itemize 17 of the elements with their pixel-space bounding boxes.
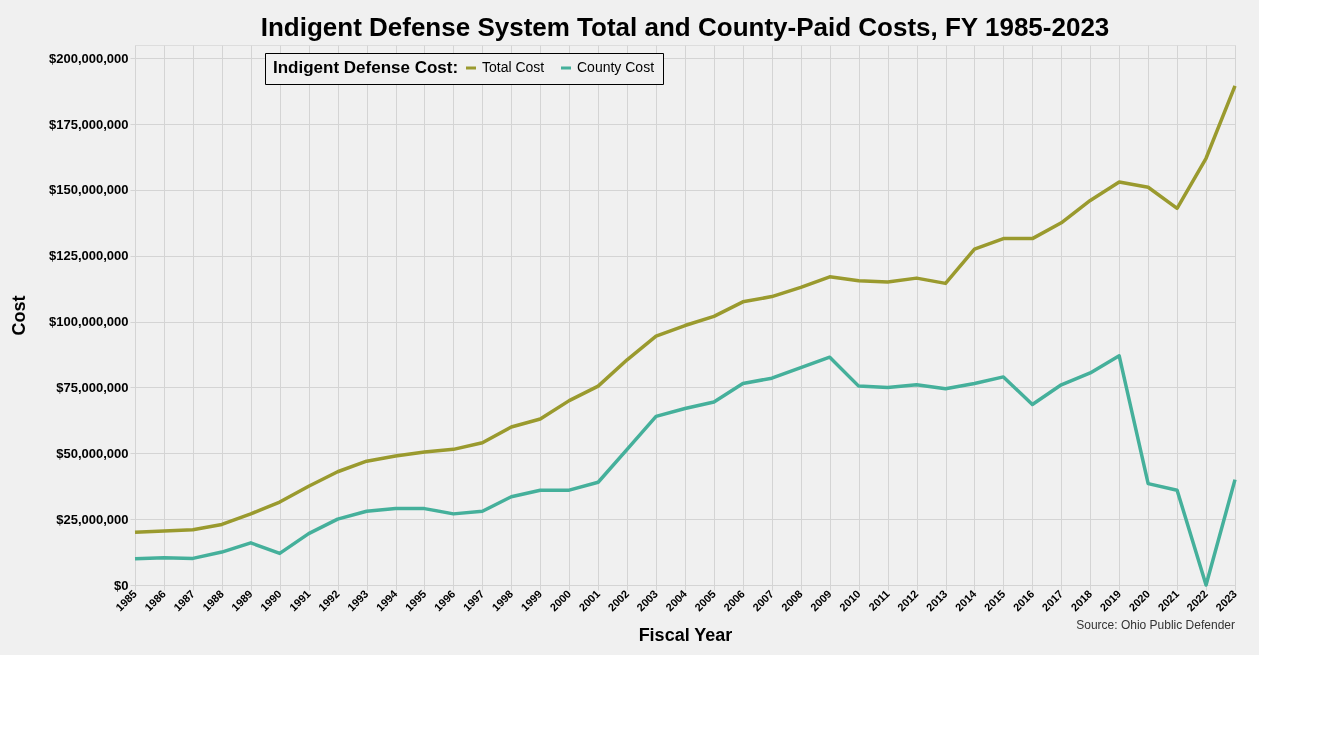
y-tick-label: $50,000,000 [56,445,129,461]
source-note: Source: Ohio Public Defender [1076,618,1235,632]
y-tick-label: $25,000,000 [56,511,129,527]
legend-title: Indigent Defense Cost: [273,58,459,77]
legend-label: Total Cost [482,59,545,75]
y-tick-label: $150,000,000 [48,182,129,198]
y-tick-label: $175,000,000 [48,116,129,132]
y-tick-label: $125,000,000 [48,248,129,264]
y-tick-label: $75,000,000 [56,379,129,395]
y-tick-label: $200,000,000 [48,50,129,66]
legend-label: County Cost [577,59,655,75]
y-tick-label: $100,000,000 [48,314,129,330]
chart-title: Indigent Defense System Total and County-Paid Costs, FY 1985-2023 [260,12,1110,42]
y-axis-title: Cost [8,295,29,336]
line-series [133,84,1237,535]
y-tick-label: $0 [114,577,129,593]
x-axis-title: Fiscal Year [638,625,733,646]
